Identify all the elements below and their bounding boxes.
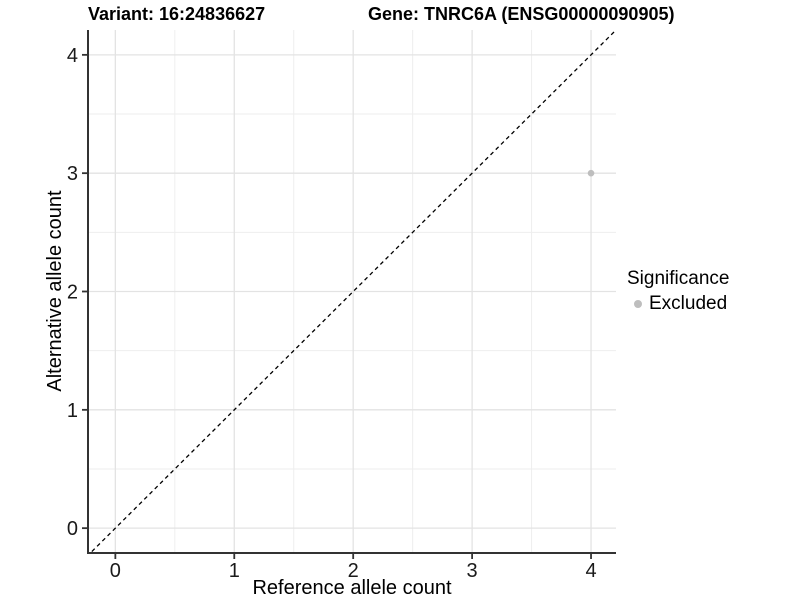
legend-title: Significance <box>627 268 730 289</box>
x-axis-title: Reference allele count <box>252 577 452 599</box>
gene-title: Gene: TNRC6A (ENSG00000090905) <box>368 4 675 24</box>
y-tick-label: 1 <box>67 400 78 422</box>
variant-title: Variant: 16:24836627 <box>88 4 266 24</box>
y-tick-label: 2 <box>67 282 78 304</box>
y-tick-label: 0 <box>67 518 78 540</box>
x-tick-label: 2 <box>348 560 359 582</box>
x-tick-label: 3 <box>467 560 478 582</box>
y-axis-title: Alternative allele count <box>44 190 66 392</box>
y-tick-label: 4 <box>67 45 78 67</box>
y-tick-label: 3 <box>67 163 78 185</box>
excluded-point-icon <box>634 300 642 308</box>
x-tick-label: 1 <box>229 560 240 582</box>
data-point <box>587 169 595 177</box>
legend-item-excluded: Excluded <box>627 293 729 315</box>
x-tick-label: 4 <box>585 560 596 582</box>
identity-line <box>89 30 616 553</box>
legend-item-label: Excluded <box>649 293 728 314</box>
legend: Significance Excluded <box>627 268 729 315</box>
x-tick-label: 0 <box>110 560 121 582</box>
